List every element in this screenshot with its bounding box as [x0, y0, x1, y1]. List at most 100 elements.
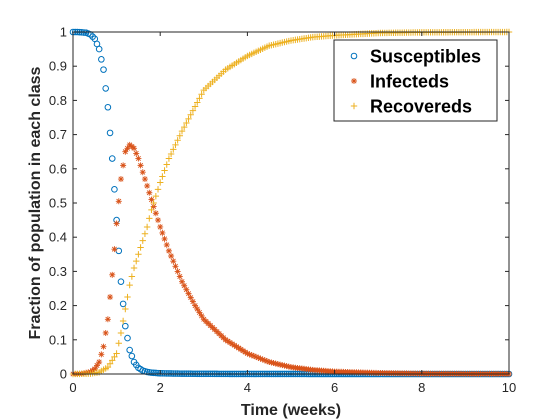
- data-point-recovereds: [196, 95, 203, 102]
- data-point-susceptibles: [95, 45, 103, 53]
- data-point-infecteds: [231, 342, 238, 349]
- data-point-infecteds: [155, 217, 162, 224]
- data-point-recovereds: [187, 111, 194, 118]
- data-point-infecteds: [274, 361, 281, 368]
- y-tick-label: 0.6: [49, 161, 67, 176]
- data-point-susceptibles: [161, 370, 168, 377]
- data-point-recovereds: [141, 230, 149, 237]
- data-point-recovereds: [130, 264, 138, 272]
- ticks-layer: 0 2 4 6 8 10 0 0.1 0.2 0.3 0.4 0.5 0.6 0.7 0.8 0.9 1: [49, 25, 516, 396]
- data-point-recovereds: [126, 281, 133, 289]
- y-tick-label: 0.7: [49, 127, 67, 142]
- data-point-infecteds: [255, 354, 262, 361]
- data-point-infecteds: [244, 350, 251, 357]
- data-point-infecteds: [111, 246, 118, 253]
- data-point-infecteds: [281, 362, 288, 369]
- x-tick-label: 10: [502, 380, 516, 395]
- data-point-susceptibles: [119, 300, 127, 308]
- data-point-infecteds: [102, 329, 109, 336]
- y-tick-label: 0.3: [49, 264, 67, 279]
- data-point-infecteds: [157, 223, 164, 230]
- data-point-infecteds: [285, 363, 292, 370]
- data-point-infecteds: [179, 278, 185, 285]
- x-axis-label: Time (weeks): [241, 402, 341, 419]
- data-point-recovereds: [111, 353, 118, 361]
- data-point-infecteds: [124, 145, 131, 152]
- data-point-recovereds: [167, 150, 175, 158]
- data-point-recovereds: [170, 146, 177, 153]
- data-point-recovereds: [133, 257, 140, 265]
- x-tick-label: 2: [157, 380, 164, 395]
- data-point-susceptibles: [148, 369, 155, 376]
- data-point-infecteds: [181, 282, 188, 289]
- data-point-recovereds: [183, 119, 190, 127]
- data-point-infecteds: [146, 189, 153, 196]
- data-point-infecteds: [233, 343, 240, 350]
- data-point-infecteds: [198, 312, 205, 319]
- data-point-infecteds: [253, 353, 260, 360]
- data-point-infecteds: [174, 268, 181, 275]
- data-point-infecteds: [196, 309, 203, 316]
- data-point-recovereds: [109, 357, 116, 364]
- data-point-susceptibles: [159, 370, 166, 377]
- data-point-susceptibles: [150, 369, 157, 377]
- data-point-susceptibles: [154, 369, 162, 377]
- y-tick-label: 1: [60, 25, 67, 40]
- data-point-recovereds: [150, 199, 157, 207]
- data-point-susceptibles: [104, 103, 112, 111]
- data-point-susceptibles: [106, 129, 114, 137]
- data-point-infecteds: [189, 298, 196, 305]
- data-point-recovereds: [159, 173, 166, 180]
- data-point-infecteds: [192, 302, 199, 309]
- data-point-infecteds: [117, 176, 124, 183]
- data-point-susceptibles: [126, 346, 133, 354]
- data-point-infecteds: [131, 145, 138, 152]
- data-point-recovereds: [113, 350, 120, 357]
- data-point-infecteds: [152, 210, 159, 217]
- data-point-infecteds: [185, 290, 192, 297]
- data-point-susceptibles: [117, 278, 125, 285]
- data-point-recovereds: [163, 161, 170, 168]
- data-point-infecteds: [183, 286, 190, 293]
- data-point-susceptibles: [152, 369, 160, 377]
- data-point-recovereds: [194, 99, 201, 106]
- data-point-infecteds: [122, 148, 129, 155]
- legend-label-susceptibles: Susceptibles: [370, 47, 481, 67]
- data-point-recovereds: [189, 107, 197, 114]
- data-point-infecteds: [272, 360, 279, 367]
- data-point-recovereds: [178, 127, 186, 135]
- data-point-infecteds: [91, 365, 98, 372]
- y-tick-label: 0: [60, 367, 67, 382]
- data-point-infecteds: [159, 229, 166, 236]
- data-point-susceptibles: [122, 322, 129, 330]
- data-point-infecteds: [240, 347, 247, 354]
- data-point-infecteds: [176, 273, 183, 280]
- data-point-recovereds: [115, 340, 122, 347]
- data-point-infecteds: [222, 336, 229, 343]
- data-point-infecteds: [279, 362, 286, 369]
- data-point-infecteds: [246, 351, 253, 358]
- data-point-recovereds: [146, 215, 153, 222]
- data-point-recovereds: [117, 329, 125, 337]
- data-point-recovereds: [157, 179, 164, 186]
- x-tick-label: 4: [244, 380, 251, 395]
- data-point-infecteds: [229, 340, 236, 347]
- data-point-recovereds: [174, 137, 181, 144]
- y-axis-label: Fraction of population in each class: [27, 66, 44, 339]
- data-point-infecteds: [264, 358, 271, 365]
- y-tick-label: 0.4: [49, 230, 67, 245]
- data-point-recovereds: [180, 123, 188, 131]
- data-point-infecteds: [187, 294, 194, 301]
- data-point-recovereds: [176, 132, 184, 139]
- data-point-susceptibles: [165, 370, 173, 377]
- data-point-infecteds: [172, 263, 179, 270]
- data-point-infecteds: [242, 349, 249, 356]
- data-point-infecteds: [235, 345, 242, 352]
- legend-marker-recovereds: [350, 102, 358, 110]
- data-point-infecteds: [96, 359, 103, 366]
- data-point-susceptibles: [128, 352, 136, 360]
- data-point-infecteds: [268, 359, 275, 366]
- data-point-infecteds: [165, 247, 172, 254]
- data-point-recovereds: [135, 251, 142, 258]
